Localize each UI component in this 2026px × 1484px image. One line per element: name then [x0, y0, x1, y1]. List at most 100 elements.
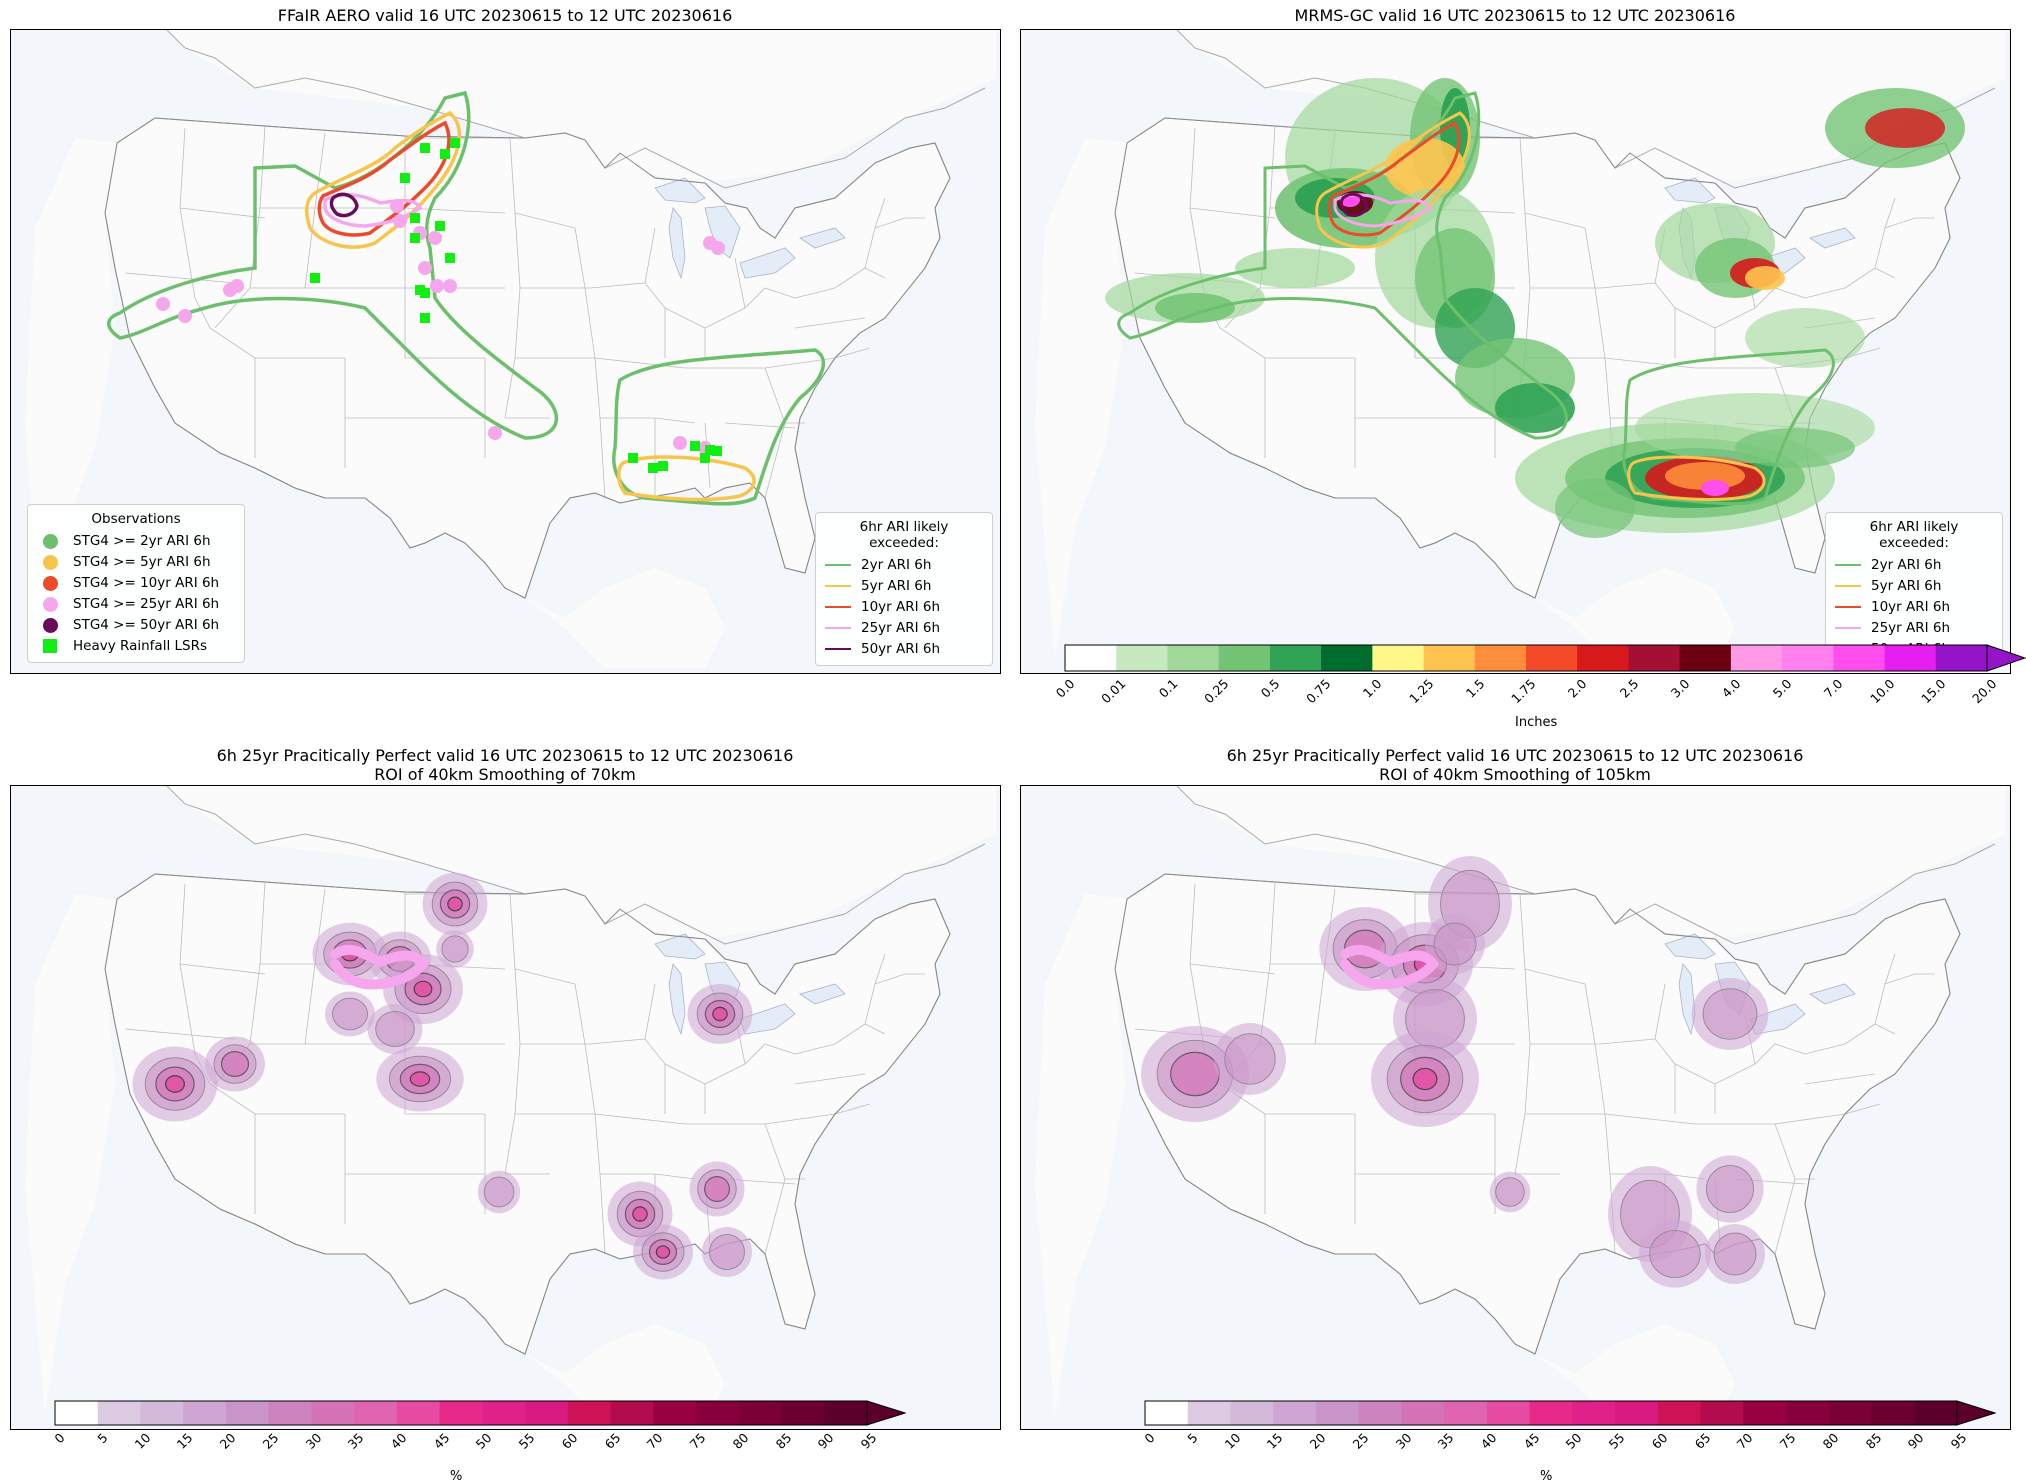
ari-legend-label: 25yr ARI 6h — [1871, 619, 1951, 636]
precip-tick-label: 20.0 — [1969, 676, 2000, 707]
great-lake — [654, 933, 706, 960]
precip-area — [1701, 480, 1729, 496]
prob-unit-label: % — [1540, 1469, 1553, 1484]
prob-tick-label: 10 — [1221, 1430, 1244, 1452]
precip-segment — [1474, 645, 1527, 671]
prob-segment — [1401, 1401, 1445, 1425]
probability-area — [1495, 1177, 1525, 1207]
lsr-point — [690, 441, 700, 451]
stg4-25yr-contour — [1340, 944, 1440, 990]
prob-extend-arrow — [1956, 1400, 1996, 1426]
ari-legend-mrms-title: 6hr ARI likely exceeded: — [1869, 519, 1959, 551]
ari-legend-item: 10yr ARI 6h — [825, 596, 983, 617]
precip-tick-label: 1.25 — [1405, 676, 1437, 707]
precip-segment — [1321, 645, 1373, 671]
prob-segment — [1444, 1401, 1488, 1425]
state-border — [1524, 212, 1586, 229]
state-border — [589, 282, 666, 358]
panel-4-title-line: 6h 25yr Pracitically Perfect valid 16 UT… — [1226, 746, 1804, 765]
observations-legend-item: STG4 >= 10yr ARI 6h — [37, 572, 235, 593]
state-border — [1774, 1178, 1796, 1255]
precip-tick-label: 1.5 — [1462, 676, 1488, 701]
state-border — [794, 287, 836, 299]
probability-area — [220, 1051, 250, 1077]
observations-legend-item: STG4 >= 25yr ARI 6h — [37, 593, 235, 614]
precip-tick-label: 4.0 — [1718, 676, 1744, 701]
prob-tick-label: 5 — [94, 1430, 111, 1447]
state-border — [594, 357, 686, 369]
ari-25yr-contour — [323, 192, 423, 228]
ari-legend-label: 2yr ARI 6h — [1871, 556, 1942, 573]
observations-legend-label: STG4 >= 50yr ARI 6h — [73, 616, 220, 633]
prob-segment — [567, 1401, 612, 1425]
circle-marker-icon — [37, 616, 63, 634]
prob-tick-label: 25 — [259, 1430, 282, 1452]
state-border — [214, 287, 251, 329]
state-border — [179, 127, 256, 359]
lsr-point — [658, 461, 668, 471]
stg4-25yr-point — [488, 426, 502, 440]
line-swatch-icon — [825, 640, 851, 658]
ari-legend-label: 25yr ARI 6h — [861, 619, 941, 636]
prob-segment — [1871, 1401, 1915, 1425]
precip-tick-label: 2.5 — [1616, 676, 1642, 701]
probability-area — [632, 1206, 648, 1222]
ari-legend-item: 25yr ARI 6h — [825, 617, 983, 638]
ari-legend-label: 50yr ARI 6h — [861, 640, 941, 657]
ari-legend-item: 25yr ARI 6h — [1835, 617, 1993, 638]
great-lake — [654, 177, 706, 204]
state-border — [124, 1028, 236, 1040]
probability-area — [704, 1176, 730, 1202]
precip-tick-label: 2.0 — [1565, 676, 1590, 701]
prob-segment — [1615, 1401, 1659, 1425]
state-border — [1844, 1103, 1881, 1115]
precip-area — [1745, 266, 1785, 290]
prob-segment — [482, 1401, 526, 1425]
probability-area — [709, 1234, 745, 1270]
state-border — [764, 1178, 786, 1255]
stg4-25yr-point — [673, 436, 687, 450]
prob-tick-label: 65 — [1691, 1430, 1714, 1452]
state-border — [304, 963, 316, 1045]
lsr-point — [440, 149, 450, 159]
prob-segment — [396, 1401, 441, 1425]
prob-segment — [1657, 1401, 1702, 1425]
prob-tick-label: 40 — [387, 1430, 410, 1452]
precip-bar — [1064, 644, 2026, 672]
observations-legend-item: STG4 >= 2yr ARI 6h — [37, 530, 235, 551]
stg4-25yr-contour — [330, 944, 430, 990]
observations-legend-label: Heavy Rainfall LSRs — [73, 637, 207, 654]
ari-25yr-contour — [1333, 193, 1432, 228]
prob-segment — [354, 1401, 398, 1425]
state-border — [794, 1073, 866, 1085]
panel-2-title: MRMS-GC valid 16 UTC 20230615 to 12 UTC … — [1294, 6, 1736, 25]
precip-segment — [1372, 645, 1425, 671]
ari-10yr-contour — [317, 120, 451, 237]
prob-unit-label: % — [450, 1469, 463, 1484]
panel-3-subtitle: ROI of 40km Smoothing of 70km — [374, 765, 636, 784]
precip-tick-label: 5.0 — [1770, 676, 1795, 701]
state-border — [1804, 1043, 1846, 1055]
prob-segment — [97, 1401, 141, 1425]
ari-legend-item: 5yr ARI 6h — [825, 575, 983, 596]
prob-segment — [140, 1401, 184, 1425]
map-panel-mrms-gc: 6hr ARI likely exceeded: 2yr ARI 6h 5yr A… — [1020, 29, 2011, 674]
state-border — [834, 347, 871, 359]
observations-legend-label: STG4 >= 25yr ARI 6h — [73, 595, 220, 612]
prob-tick-label: 40 — [1477, 1430, 1500, 1452]
ari-50yr-contour — [329, 192, 359, 218]
ari-legend-item: 5yr ARI 6h — [1835, 575, 1993, 596]
precip-tick-label: 0.25 — [1200, 676, 1232, 707]
state-border — [514, 968, 576, 985]
ari-legend-mrms: 6hr ARI likely exceeded: 2yr ARI 6h 5yr A… — [1825, 512, 2003, 666]
precip-segment — [1065, 645, 1117, 671]
lsr-point — [410, 213, 420, 223]
probability-area — [1702, 988, 1758, 1040]
precip-tick-label: 0.01 — [1098, 676, 1129, 707]
prob-segment — [1315, 1401, 1360, 1425]
prob-tick-label: 35 — [344, 1430, 367, 1452]
precip-tick-label: 0.75 — [1303, 676, 1334, 707]
probability-area — [375, 1011, 415, 1047]
state-border — [724, 422, 796, 429]
stg4-25yr-point — [390, 199, 404, 213]
